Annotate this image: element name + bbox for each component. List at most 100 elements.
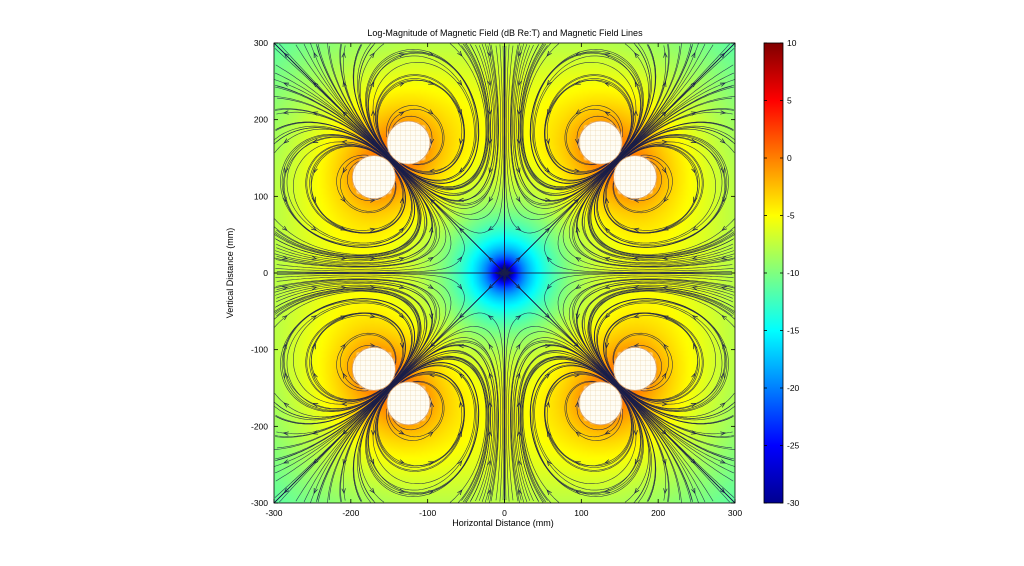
- field-arrow: [398, 459, 405, 464]
- field-line: [510, 44, 670, 206]
- field-arrow: [457, 50, 463, 57]
- field-arrow: [546, 80, 552, 86]
- field-line: [386, 105, 445, 166]
- field-arrow: [370, 458, 375, 465]
- field-line: [507, 331, 714, 502]
- field-arrow: [719, 82, 727, 87]
- y-tick-label: -100: [251, 345, 268, 355]
- field-arrow: [662, 458, 667, 466]
- field-arrow: [340, 196, 346, 203]
- field-line: [309, 315, 405, 402]
- field-line: [340, 43, 487, 191]
- x-tick-label: -200: [342, 508, 359, 518]
- field-line: [603, 145, 699, 233]
- field-line: [295, 331, 502, 502]
- field-arrow: [342, 80, 347, 88]
- field-arrow: [575, 431, 582, 437]
- field-arrow: [282, 431, 289, 436]
- field-line: [274, 280, 433, 460]
- field-arrow: [487, 315, 494, 321]
- field-line: [576, 395, 618, 431]
- field-arrow: [633, 430, 638, 436]
- field-line: [557, 274, 735, 467]
- field-line: [376, 78, 463, 173]
- field-arrow: [398, 82, 405, 87]
- field-arrow: [398, 284, 405, 289]
- field-arrow: [371, 110, 376, 116]
- field-arrow: [398, 313, 405, 319]
- field-arrow: [369, 52, 375, 59]
- field-arrow: [691, 167, 696, 174]
- field-line: [388, 381, 443, 438]
- field-arrow: [546, 50, 552, 57]
- field-line: [347, 160, 382, 201]
- field-line: [613, 156, 669, 212]
- field-arrow: [691, 285, 698, 291]
- field-line: [275, 278, 437, 438]
- field-arrow: [342, 167, 348, 174]
- field-line: [274, 48, 465, 273]
- y-tick-label: -300: [251, 498, 268, 508]
- field-arrow: [604, 429, 611, 435]
- field-line: [612, 154, 673, 214]
- field-line: [306, 143, 406, 234]
- field-arrow: [487, 225, 494, 231]
- field-line: [510, 43, 706, 209]
- field-arrow: [457, 460, 463, 466]
- field-arrow: [515, 315, 522, 321]
- field-arrow: [429, 226, 434, 233]
- field-line: [576, 86, 735, 266]
- field-arrow: [546, 460, 552, 466]
- conductor: [578, 120, 623, 165]
- field-line: [504, 43, 730, 234]
- field-arrow: [663, 196, 669, 203]
- field-arrow: [341, 139, 348, 145]
- field-arrow: [427, 256, 434, 262]
- field-arrow: [283, 138, 290, 144]
- field-arrow: [575, 109, 582, 115]
- field-arrow: [487, 488, 492, 495]
- field-line: [374, 74, 465, 172]
- x-tick-label: 0: [502, 508, 507, 518]
- field-arrow: [693, 343, 698, 350]
- field-line: [627, 160, 662, 201]
- x-tick-label: 100: [574, 508, 588, 518]
- field-arrow: [311, 285, 318, 291]
- x-tick-label: 200: [651, 508, 665, 518]
- conductor: [578, 381, 623, 426]
- field-line: [358, 356, 490, 503]
- y-tick-label: 300: [254, 38, 268, 48]
- y-tick-label: 200: [254, 115, 268, 125]
- field-arrow: [545, 197, 552, 203]
- field-arrow: [661, 401, 668, 407]
- field-arrow: [633, 285, 640, 290]
- field-line: [274, 274, 452, 467]
- field-arrow: [313, 51, 318, 59]
- field-line: [576, 85, 733, 264]
- field-line: [512, 43, 692, 201]
- field-arrow: [720, 431, 727, 436]
- field-arrow: [545, 401, 550, 408]
- field-line: [510, 43, 667, 205]
- field-arrow: [457, 256, 463, 262]
- field-arrow: [282, 110, 289, 115]
- field-arrow: [429, 138, 435, 145]
- field-line: [339, 340, 499, 502]
- field-line: [521, 359, 656, 503]
- field-lines: [274, 43, 735, 503]
- field-line: [374, 374, 465, 472]
- field-arrow: [515, 225, 522, 231]
- field-line: [305, 312, 404, 403]
- field-line: [376, 373, 463, 468]
- field-line: [507, 44, 714, 215]
- field-arrow: [487, 459, 492, 466]
- field-arrow: [721, 225, 728, 232]
- field-line: [510, 337, 706, 503]
- conductor: [386, 120, 431, 165]
- field-arrow: [691, 315, 698, 321]
- field-arrow: [663, 343, 669, 350]
- field-line: [516, 43, 649, 194]
- y-tick-label: 100: [254, 191, 268, 201]
- field-arrow: [487, 401, 493, 408]
- field-arrow: [661, 139, 668, 145]
